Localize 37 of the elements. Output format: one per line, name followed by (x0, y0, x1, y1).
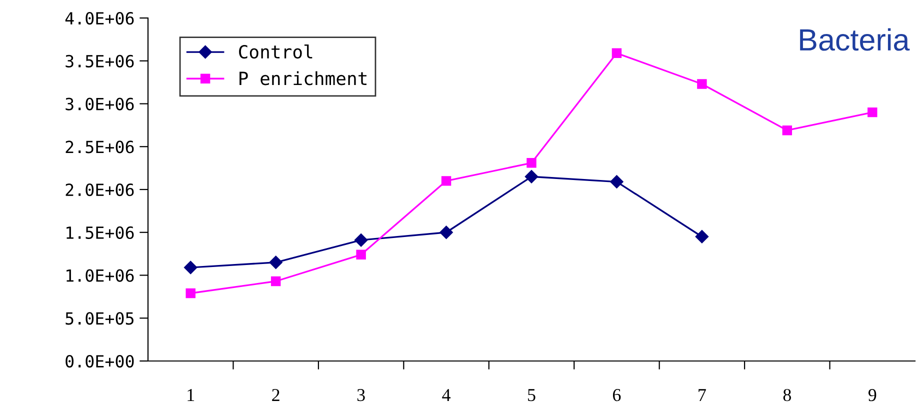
point (612, 48, 622, 58)
x-tick-label: 4 (442, 389, 451, 401)
x-tick-label: 6 (612, 389, 621, 402)
point (526, 158, 536, 168)
x-tick-label: 1 (188, 389, 194, 401)
y-tick-label: 2.5E+06 (66, 140, 134, 154)
point (524, 170, 538, 184)
x-tick-label: 8 (783, 388, 791, 402)
chart-title: Bacteria (800, 28, 910, 51)
x-tick-label: 5 (528, 389, 536, 402)
point (269, 256, 282, 269)
point (782, 125, 792, 136)
point (270, 276, 281, 286)
x-tick-label: 3 (357, 389, 365, 402)
legend-label: Control (239, 44, 312, 59)
point (186, 288, 196, 298)
x-tick-label: 7 (698, 389, 706, 401)
point (184, 260, 198, 274)
point (695, 230, 709, 244)
point (697, 79, 707, 89)
y-tick-label: 1.0E+06 (66, 269, 134, 282)
y-tick-label: 4.0E+06 (65, 12, 134, 25)
y-tick-label: 2.0E+06 (66, 184, 134, 196)
point (354, 234, 368, 247)
point (356, 250, 366, 260)
y-tick-label: 3.0E+06 (66, 98, 134, 110)
point (441, 176, 452, 186)
y-tick-label: 5.0E+05 (66, 312, 134, 325)
x-tick-label: 2 (272, 389, 280, 401)
point (440, 226, 453, 239)
x-tick-label: 9 (868, 389, 876, 402)
y-tick-label: 3.5E+06 (66, 54, 134, 68)
y-tick-label: 1.5E+06 (66, 226, 134, 239)
y-tick-label: 0.0E+00 (66, 355, 134, 368)
legend-label: P enrichment (240, 71, 366, 86)
point (868, 107, 878, 118)
point (610, 175, 624, 188)
